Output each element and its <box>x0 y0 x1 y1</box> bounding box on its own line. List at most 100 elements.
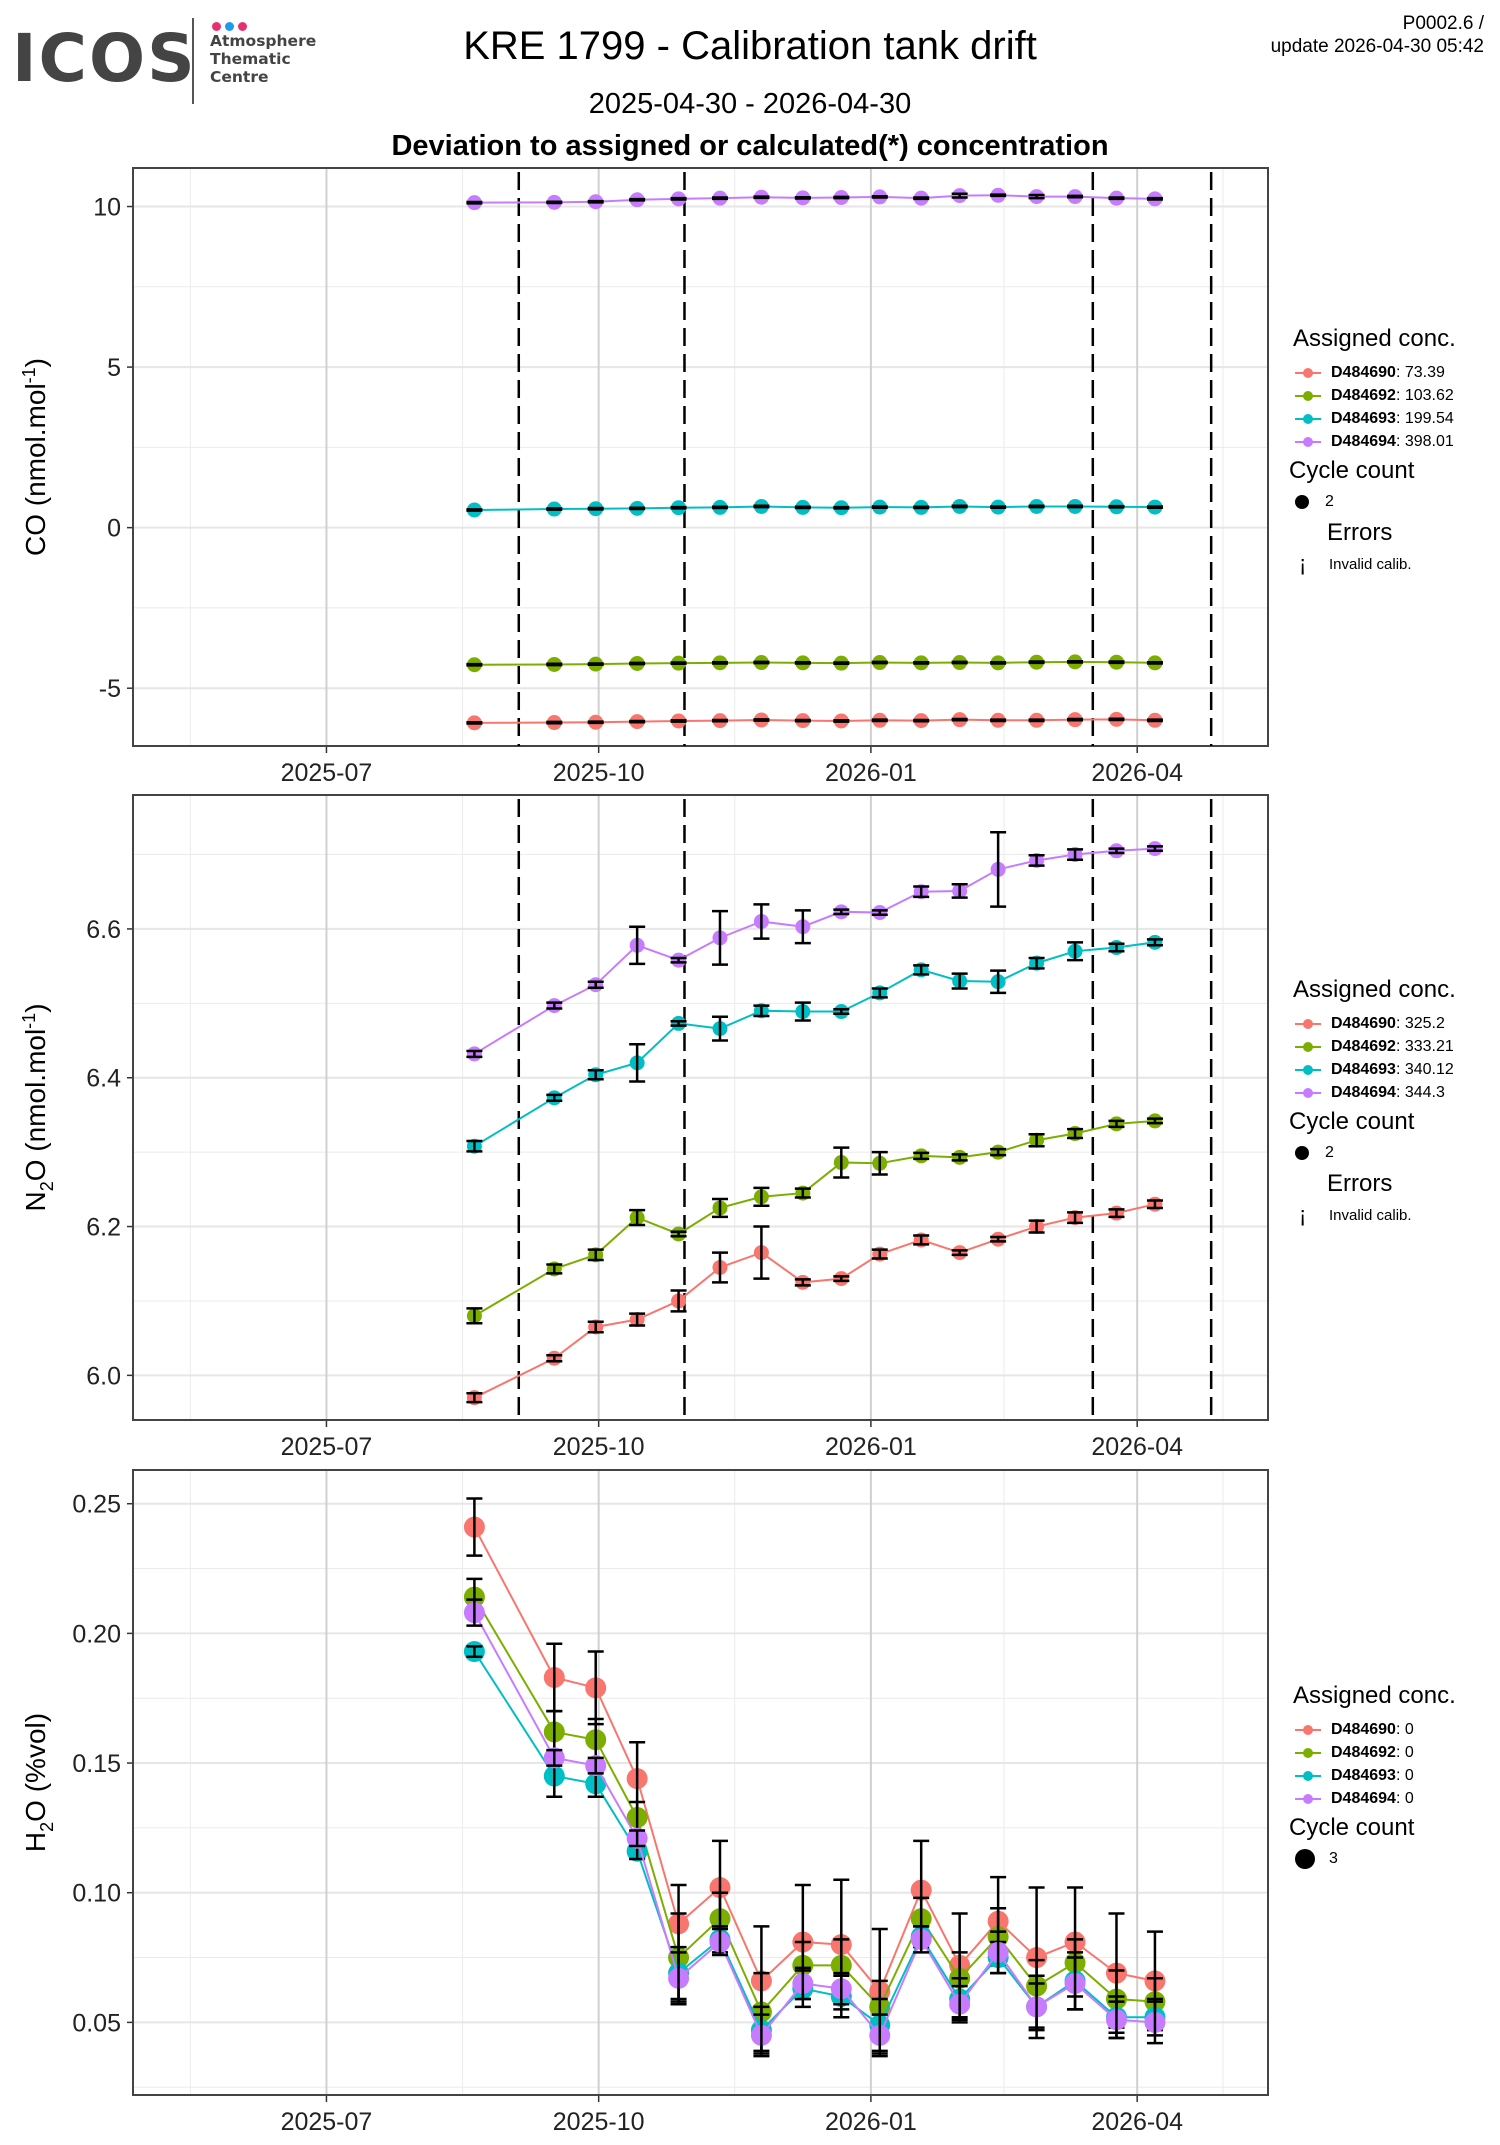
legend-entry: D484694: 344.3 <box>1293 1081 1456 1104</box>
legend-key-dot <box>1303 1770 1313 1781</box>
legend-key-icon <box>1293 1745 1323 1761</box>
legend-key-dot <box>1303 1087 1313 1098</box>
legend-title: Assigned conc. <box>1293 1682 1456 1709</box>
cycle-count-value: 3 <box>1329 1850 1338 1867</box>
logo-sub-line: Thematic <box>210 50 291 68</box>
y-label-sub: 2 <box>37 1181 57 1191</box>
version-info: P0002.6 / update 2026-04-30 05:42 <box>1271 12 1484 58</box>
legend-key-icon <box>1293 388 1323 404</box>
legend-assigned-value: : 73.39 <box>1395 363 1445 381</box>
version-label: P0002.6 / <box>1402 13 1484 34</box>
y-label-text: O (%vol) <box>20 1713 51 1822</box>
legend-assigned-value: : 103.62 <box>1395 386 1454 404</box>
legend-key-icon <box>1293 1016 1323 1032</box>
panel-h2o: 0.05 0.10 0.15 0.20 0.25 2025-07 2025-10 2026-0… <box>20 1469 1269 2136</box>
errors-title: Errors <box>1327 1170 1393 1197</box>
legend-tank-id: D484693 <box>1331 1060 1396 1078</box>
x-tick-label: 2025-10 <box>553 2108 645 2136</box>
legend-assigned-value: : 325.2 <box>1395 1014 1445 1032</box>
y-label-end: ) <box>20 1003 51 1012</box>
series-line <box>473 1612 1156 2038</box>
series-line <box>474 660 1155 666</box>
legend-assigned-value: : 333.21 <box>1395 1037 1454 1055</box>
legend-assigned-value: : 0 <box>1395 1789 1414 1807</box>
legend-key-dot <box>1303 1041 1313 1052</box>
series-D484694 <box>463 1598 1166 2058</box>
y-axis-label: CO (nmol.mol-1) <box>19 358 51 556</box>
x-tick-label: 2025-07 <box>281 2108 373 2136</box>
series-line <box>474 194 1155 204</box>
logo-wordmark: ICOS <box>12 20 197 97</box>
series-D484690 <box>466 711 1163 731</box>
cycle-count-dot-icon <box>1295 1849 1315 1869</box>
legend-tank-id: D484690 <box>1331 363 1396 381</box>
y-axis-label: H2O (%vol) <box>20 1713 57 1852</box>
legend-entry: D484693: 340.12 <box>1293 1058 1456 1081</box>
y-tick-label: -5 <box>99 675 121 703</box>
y-label-sub: 2 <box>37 1822 57 1832</box>
legend-key-dot <box>1303 1724 1313 1735</box>
series-line <box>474 718 1155 724</box>
cycle-count-title: Cycle count <box>1289 457 1415 484</box>
legend-key-dot <box>1303 1793 1313 1804</box>
legend-tank-id: D484692 <box>1331 1743 1396 1761</box>
legend-entry: D484690: 73.39 <box>1293 361 1456 384</box>
logo-divider <box>192 18 194 104</box>
icos-logo: ICOS Atmosphere Thematic Centre <box>12 18 342 108</box>
y-tick-label: 0.15 <box>72 1750 121 1778</box>
logo-dot <box>238 22 247 31</box>
legend-key-icon <box>1293 1085 1323 1101</box>
plot-frame <box>132 167 1269 747</box>
y-tick-label: 0.05 <box>72 2009 121 2037</box>
series-D484693 <box>466 498 1163 518</box>
logo-dot <box>225 22 234 31</box>
chart-subtitle: Deviation to assigned or calculated(*) c… <box>391 130 1109 162</box>
legend-key-icon <box>1293 1039 1323 1055</box>
series-line <box>473 1596 1156 2014</box>
cycle-count-value: 2 <box>1325 493 1334 510</box>
series-D484692 <box>466 1113 1163 1325</box>
y-tick-label: 6.2 <box>86 1214 121 1242</box>
y-tick-label: 6.4 <box>86 1065 121 1093</box>
logo-dot <box>212 22 221 31</box>
y-tick-label: 0.10 <box>72 1880 121 1908</box>
legend-key-dot <box>1303 367 1313 378</box>
errors-title: Errors <box>1327 519 1393 546</box>
cycle-count-title: Cycle count <box>1289 1108 1415 1135</box>
series-line <box>473 1526 1156 1994</box>
series-D484693 <box>466 934 1163 1154</box>
x-tick-label: 2025-10 <box>553 1433 645 1461</box>
panel-co: -5 0 5 10 2025-07 2025-10 2026-01 2026-04 CO (nm… <box>19 167 1269 787</box>
series-line <box>473 941 1156 1148</box>
y-tick-label: 10 <box>93 194 121 222</box>
errors-label: Invalid calib. <box>1329 555 1412 573</box>
x-tick-label: 2026-01 <box>825 2108 917 2136</box>
legend-assigned-value: : 344.3 <box>1395 1083 1445 1101</box>
y-tick-label: 0 <box>107 515 121 543</box>
legend-key-icon <box>1293 411 1323 427</box>
legend-entry: D484694: 398.01 <box>1293 430 1456 453</box>
legend-assigned-value: : 398.01 <box>1395 432 1454 450</box>
x-tick-label: 2026-04 <box>1091 1433 1183 1461</box>
legend-key-icon <box>1293 1768 1323 1784</box>
legend-key-dot <box>1303 413 1313 424</box>
series-D484694 <box>466 187 1163 211</box>
legend-co: Assigned conc. D484690: 73.39 D484692: 103… <box>1289 325 1456 581</box>
x-tick-label: 2026-04 <box>1091 759 1183 787</box>
chart-title: KRE 1799 - Calibration tank drift <box>463 24 1037 68</box>
date-range: 2025-04-30 - 2026-04-30 <box>588 88 912 120</box>
cycle-count-entry: 3 <box>1293 1842 1456 1876</box>
plot-frame <box>132 1469 1269 2096</box>
update-timestamp: update 2026-04-30 05:42 <box>1270 36 1484 57</box>
legend-key-icon <box>1293 1791 1323 1807</box>
y-label-text: N <box>20 1191 51 1211</box>
legend-key-icon <box>1293 434 1323 450</box>
logo-sub-line: Centre <box>210 68 269 86</box>
legend-tank-id: D484692 <box>1331 386 1396 404</box>
legend-tank-id: D484690 <box>1331 1014 1396 1032</box>
series-D484690 <box>463 1497 1166 2055</box>
series-line <box>473 1119 1156 1317</box>
legend-tank-id: D484693 <box>1331 1766 1396 1784</box>
logo-sub-line: Atmosphere <box>210 32 317 50</box>
